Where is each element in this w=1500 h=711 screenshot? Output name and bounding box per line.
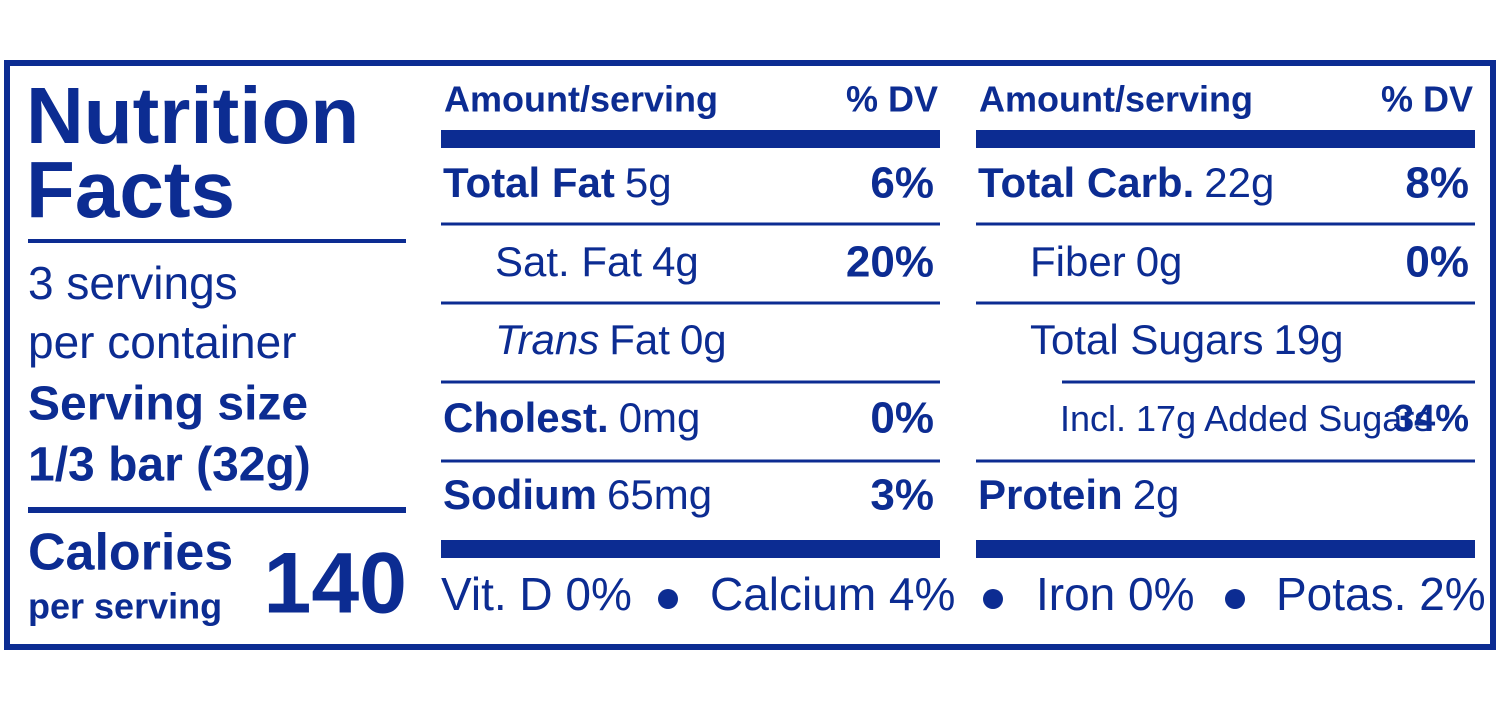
rule: [441, 301, 940, 305]
nutrient-amount: 5g: [625, 159, 672, 206]
vitamin: Iron 0%: [1036, 568, 1195, 620]
thick-rule: [441, 540, 940, 558]
rule: [28, 507, 406, 513]
nutrient-amount: 0mg: [619, 394, 701, 441]
nutrient: Cholest. 0mg: [443, 394, 700, 441]
rule: [28, 239, 406, 243]
nutrient: Total Sugars 19g: [1030, 316, 1344, 363]
nutrient: Total Carb. 22g: [978, 159, 1274, 206]
nutrient-amount: 4g: [652, 238, 699, 285]
calories-sublabel: per serving: [28, 586, 222, 627]
title: Nutrition: [26, 71, 359, 160]
nutrient: Protein 2g: [978, 471, 1179, 518]
bullet: [1225, 589, 1245, 609]
nutrient-name: Sodium: [443, 471, 597, 518]
calories-value: 140: [264, 536, 408, 632]
nutrient-name-italic: Trans: [495, 316, 599, 363]
nutrient-name: Total Carb.: [978, 159, 1194, 206]
daily-value: 34%: [1393, 398, 1469, 440]
bullet: [658, 589, 678, 609]
daily-value: 0%: [870, 394, 934, 443]
header-amount: Amount/serving: [979, 79, 1253, 120]
calories-label: Calories: [28, 524, 233, 582]
rule: [441, 380, 940, 384]
nutrient-name: Total Sugars: [1030, 316, 1263, 363]
daily-value: 3%: [870, 471, 934, 520]
nutrient-amount: 0g: [1136, 238, 1183, 285]
daily-value: 6%: [870, 159, 934, 208]
nutrient: Fiber 0g: [1030, 238, 1182, 285]
nutrient: Sodium 65mg: [443, 471, 712, 518]
header-dv: % DV: [846, 79, 938, 120]
rule: [441, 222, 940, 226]
nutrient-name: Fat: [609, 316, 670, 363]
nutrient-name: Incl. 17g Added Sugars: [1060, 398, 1432, 439]
footer: Vit. D 0% Calcium 4% Iron 0% Potas. 2%: [441, 568, 1486, 620]
nutrient-name: Total Fat: [443, 159, 615, 206]
thick-rule: [976, 540, 1475, 558]
serving-size: 1/3 bar (32g): [28, 439, 311, 492]
rule: [441, 459, 940, 463]
daily-value: 0%: [1405, 238, 1469, 287]
vitamin: Vit. D 0%: [441, 568, 632, 620]
nutrient-amount: 0g: [680, 316, 727, 363]
nutrient-amount: 65mg: [607, 471, 712, 518]
nutrient-name: Cholest.: [443, 394, 609, 441]
vitamin: Calcium 4%: [710, 568, 955, 620]
nutrient-amount: 22g: [1204, 159, 1274, 206]
serving-size-label: Serving size: [28, 378, 308, 431]
bullet: [983, 589, 1003, 609]
nutrient-name: Protein: [978, 471, 1123, 518]
rule: [976, 301, 1475, 305]
rule: [1062, 380, 1475, 384]
vitamin: Potas. 2%: [1276, 568, 1486, 620]
daily-value: 8%: [1405, 159, 1469, 208]
daily-value: 20%: [846, 238, 934, 287]
nutrient-name: Sat. Fat: [495, 238, 642, 285]
label-border: [4, 60, 1496, 650]
servings: per container: [28, 316, 297, 368]
nutrient-amount: 2g: [1133, 471, 1180, 518]
nutrient: Trans Fat 0g: [495, 316, 727, 363]
nutrient-columns: Amount/serving % DV Total Fat 5g 6% Sat. Fat 4…: [441, 79, 1475, 558]
nutrient-amount: 19g: [1273, 316, 1343, 363]
title: Facts: [26, 145, 235, 234]
rule: [976, 222, 1475, 226]
rule: [976, 459, 1475, 463]
header-dv: % DV: [1381, 79, 1473, 120]
nutrient-name: Fiber: [1030, 238, 1126, 285]
thick-rule: [441, 130, 940, 148]
nutrient: Total Fat 5g: [443, 159, 672, 206]
thick-rule: [976, 130, 1475, 148]
servings: 3 servings: [28, 257, 238, 309]
header-amount: Amount/serving: [444, 79, 718, 120]
nutrient: Sat. Fat 4g: [495, 238, 699, 285]
nutrient: Incl. 17g Added Sugars: [1060, 398, 1432, 439]
